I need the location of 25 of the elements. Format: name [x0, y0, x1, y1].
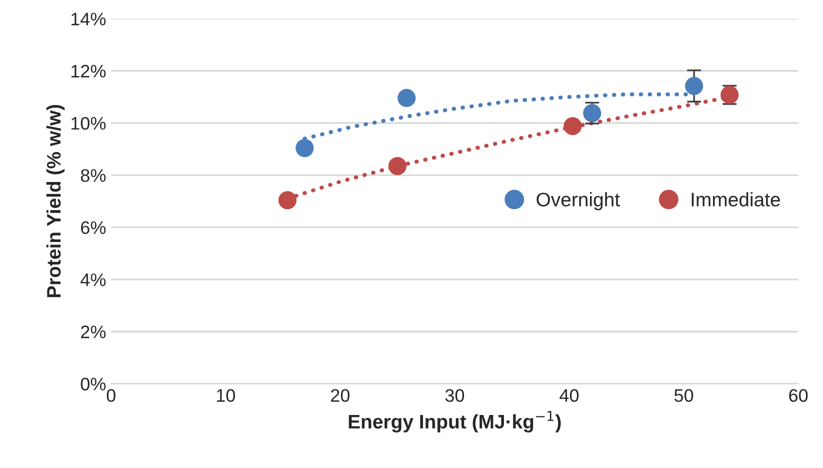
x-tick-label: 50 [674, 389, 694, 402]
legend-label: Overnight [536, 192, 620, 210]
y-tick-label: 6% [81, 221, 106, 234]
legend-label: Immediate [692, 192, 780, 206]
x-tick-label: 60 [789, 389, 808, 402]
x-tick-label: 10 [216, 389, 235, 402]
y-tick-label: 4% [80, 273, 106, 286]
point [685, 76, 704, 96]
y-tick-label: 8% [80, 169, 106, 182]
y-tick-label: 12% [71, 64, 106, 78]
x-tick-label: 20 [331, 389, 350, 402]
point [564, 117, 582, 136]
point [388, 156, 406, 176]
x-axis-title: Energy Input (MJ·kg$^{−1}$) [348, 411, 561, 432]
point [278, 191, 297, 210]
x-tick-label: 30 [445, 389, 464, 402]
point [296, 138, 314, 158]
y-tick-label: 0% [80, 378, 106, 390]
point [398, 88, 416, 108]
y-tick-label: 14% [71, 12, 106, 26]
y-tick-label: 10% [71, 116, 106, 130]
y-tick-label: 2% [81, 326, 106, 338]
x-tick-label: 40 [560, 389, 579, 402]
x-tick-label: 0 [106, 389, 116, 402]
y-axis-title: Protein Yield (% w/w) [46, 104, 65, 298]
